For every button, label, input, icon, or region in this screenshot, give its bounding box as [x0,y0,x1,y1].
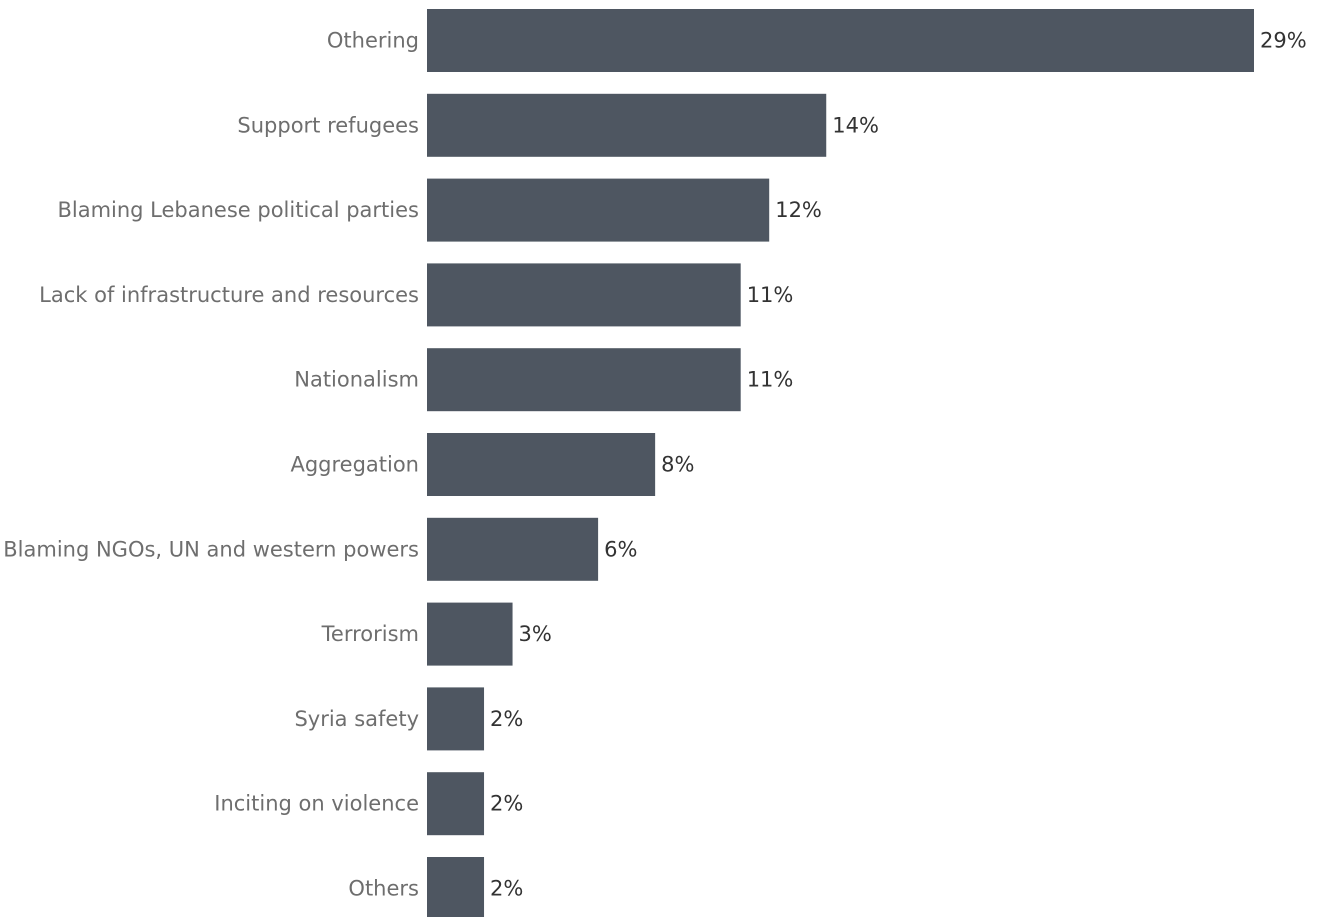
category-label: Nationalism [294,368,419,392]
category-label: Others [348,877,419,901]
category-label: Othering [327,29,419,53]
bar [427,772,485,836]
category-label: Support refugees [237,113,419,137]
value-label: 8% [661,453,694,477]
value-label: 6% [604,537,637,561]
value-label: 2% [490,707,523,731]
value-label: 14% [832,113,879,137]
category-label: Aggregation [290,453,419,477]
bar [427,517,599,581]
bar [427,9,1254,72]
bar [427,687,485,751]
value-label: 11% [747,283,794,307]
value-label: 2% [490,877,523,901]
bar [427,178,770,242]
bar [427,857,485,917]
value-label: 12% [775,198,822,222]
category-label: Blaming Lebanese political parties [57,198,419,222]
bar [427,263,741,327]
bar [427,348,741,412]
bar [427,433,656,496]
bar [427,602,513,666]
value-label: 29% [1260,29,1307,53]
category-label: Lack of infrastructure and resources [39,283,419,307]
value-label: 3% [519,622,552,646]
category-label: Inciting on violence [214,792,419,816]
category-label: Syria safety [294,707,419,731]
category-label: Blaming NGOs, UN and western powers [3,537,419,561]
value-label: 2% [490,792,523,816]
value-label: 11% [747,368,794,392]
category-label: Terrorism [321,622,419,646]
bar [427,93,827,157]
